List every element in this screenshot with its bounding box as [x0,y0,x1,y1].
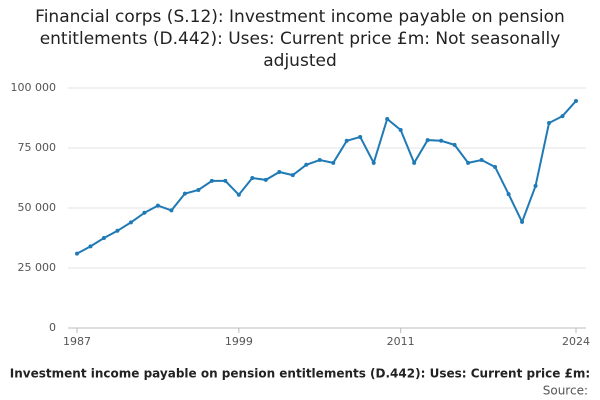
data-point [371,160,376,165]
data-point [452,142,457,147]
data-point [466,160,471,165]
data-point [398,128,403,132]
data-point [425,138,430,143]
series-label: Investment income payable on pension ent… [10,367,590,381]
data-point [196,188,201,192]
data-point [209,178,214,183]
data-point [290,173,295,178]
data-point [574,98,578,103]
data-point [547,121,552,126]
data-point [115,228,120,233]
x-tick-label: 2024 [562,335,590,348]
data-point [155,203,160,208]
data-point [412,160,417,165]
data-point [344,138,349,143]
data-point [331,160,336,165]
data-point [236,192,241,197]
x-tick-label: 2011 [387,335,415,348]
chart-title: Financial corps (S.12): Investment incom… [35,7,565,71]
data-point [533,183,538,188]
data-point [223,178,228,183]
data-point [263,177,268,182]
y-tick-label: 75 000 [18,141,57,154]
data-point [304,162,309,167]
data-point [142,210,147,215]
data-point [88,244,93,249]
data-point [358,134,363,139]
x-tick-label: 1999 [225,335,253,348]
y-tick-label: 50 000 [18,201,57,214]
data-point [317,158,322,162]
y-tick-label: 25 000 [18,261,57,274]
y-tick-label: 0 [49,321,56,334]
data-point [101,236,106,240]
data-point [182,191,187,196]
source: Source: [543,384,588,398]
data-point [493,164,498,169]
data-point [560,114,565,119]
data-point [479,158,484,162]
series-line [76,100,577,255]
data-point [128,220,133,225]
data-point [439,138,444,143]
data-point [169,208,174,213]
data-point [385,116,390,121]
y-tick-label: 100 000 [11,81,57,94]
data-point [520,219,525,224]
data-point [506,192,511,197]
data-point [250,176,255,180]
x-tick-label: 1987 [63,335,91,348]
data-point [277,170,282,174]
data-point [75,251,79,256]
